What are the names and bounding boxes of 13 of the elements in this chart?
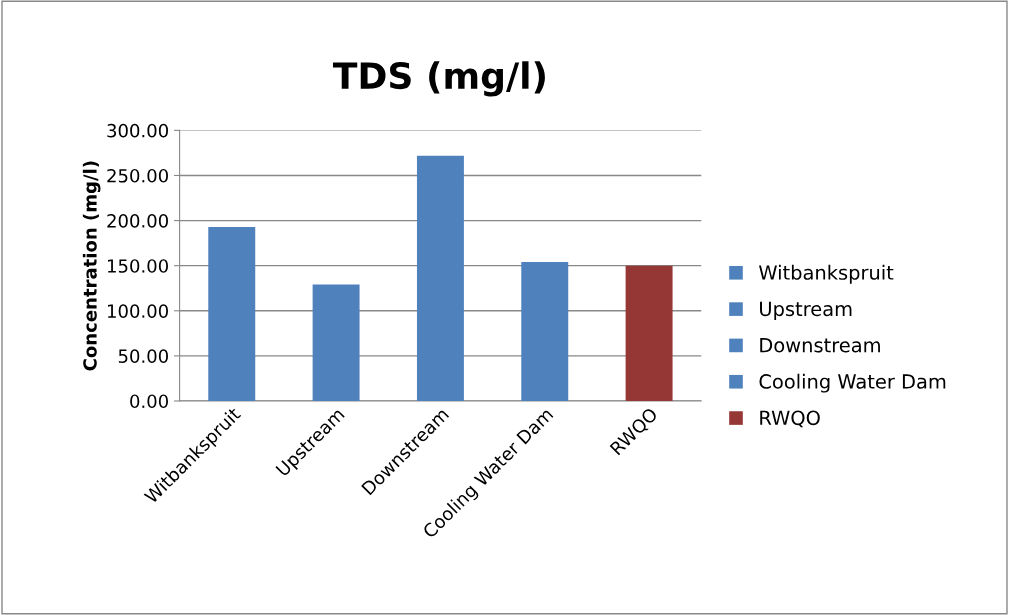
legend-label: Downstream bbox=[760, 338, 880, 353]
y-tick-label: 100.00 bbox=[107, 304, 168, 318]
legend-label: Cooling Water Dam bbox=[759, 373, 946, 393]
chart-title: TDS (mg/l) bbox=[332, 61, 545, 97]
y-tick-label: 0.00 bbox=[130, 394, 168, 409]
y-tick-label: 300.00 bbox=[107, 123, 168, 138]
y-axis-title: Concentration (mg/l) bbox=[82, 161, 101, 371]
legend-label: Upstream bbox=[760, 301, 852, 320]
y-tick-label: 50.00 bbox=[118, 349, 168, 363]
y-tick-label: 250.00 bbox=[107, 168, 168, 183]
y-tick-label: 200.00 bbox=[107, 214, 168, 228]
y-tick-label: 150.00 bbox=[107, 259, 168, 273]
legend-label: Witbankspruit bbox=[759, 264, 894, 284]
